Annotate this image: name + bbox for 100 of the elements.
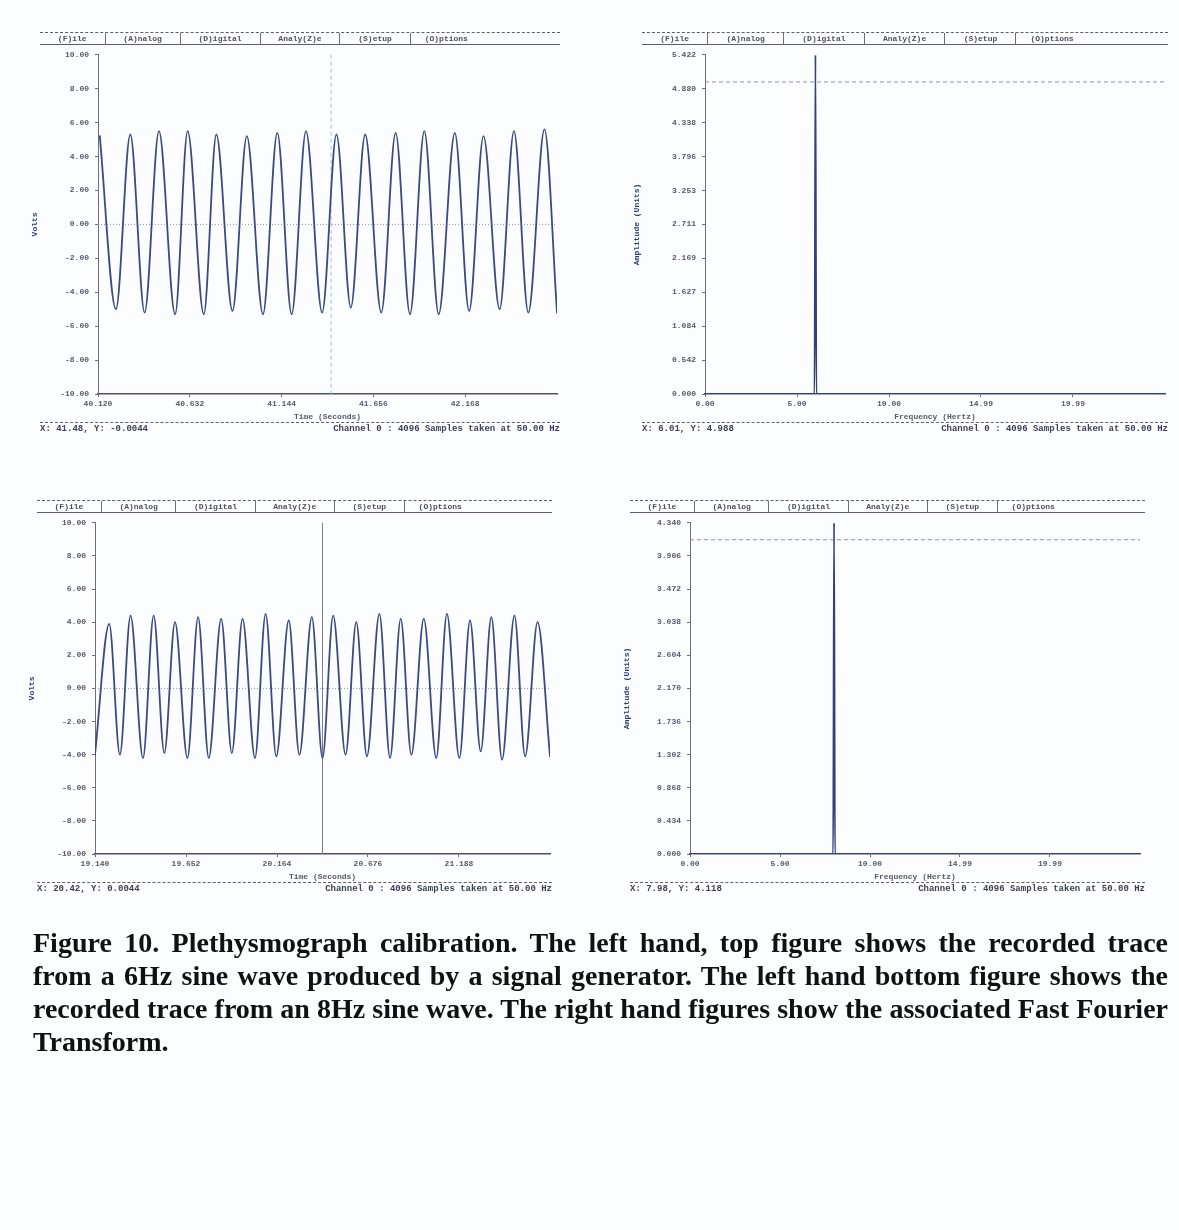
text: (F)ile (630, 501, 695, 512)
y-axis-title: Volts (26, 676, 36, 701)
y-tick-label: 4.880 (671, 83, 697, 93)
y-tick-label: 0.000 (671, 389, 697, 399)
y-tick-label: -6.00 (61, 782, 87, 792)
y-tick-label: 3.038 (656, 617, 682, 627)
text: (O)ptions (417, 501, 463, 512)
text: X: 7.98, Y: 4.118 (630, 883, 722, 895)
text: (A)nalog (105, 33, 181, 44)
y-tick-label: 4.338 (671, 117, 697, 127)
x-tick-label: 20.164 (262, 858, 292, 868)
y-axis-title: Amplitude (Units) (631, 183, 641, 266)
y-tick-label: 10.00 (64, 49, 90, 59)
y-tick-label: 1.302 (656, 749, 682, 759)
y-tick-label: 5.422 (671, 49, 697, 59)
y-tick-label: 2.169 (671, 253, 697, 263)
line-series (98, 128, 557, 316)
text: (O)ptions (1010, 501, 1056, 512)
x-tick-label: 19.140 (80, 858, 110, 868)
text: (A)nalog (694, 501, 770, 512)
y-tick-label: 0.00 (66, 683, 87, 693)
y-tick-label: 1.736 (656, 716, 682, 726)
y-tick-label: 1.084 (671, 321, 697, 331)
x-tick-label: 21.188 (444, 858, 474, 868)
text: X: 41.48, Y: -0.0044 (40, 423, 149, 435)
text: (S)etup (334, 501, 405, 512)
line-series (95, 612, 550, 761)
y-tick-label: -8.00 (64, 355, 90, 365)
x-axis-title: Frequency (Hertz) (874, 872, 956, 882)
x-tick-label: 40.120 (83, 398, 113, 408)
x-tick-label: 40.632 (175, 398, 205, 408)
y-tick-label: -4.00 (61, 749, 87, 759)
x-tick-label: 20.676 (353, 858, 383, 868)
y-axis-title: Amplitude (Units) (621, 647, 631, 730)
text: Analy(Z)e (848, 501, 928, 512)
x-tick-label: 19.99 (1060, 398, 1086, 408)
x-tick-label: 19.99 (1037, 858, 1063, 868)
text: (A)nalog (708, 33, 785, 44)
text: (O)ptions (1029, 33, 1075, 44)
text: (F)ile (40, 33, 106, 44)
x-tick-label: 10.00 (858, 858, 883, 868)
y-tick-label: 10.00 (61, 517, 87, 527)
y-tick-label: 2.00 (66, 650, 87, 660)
text: (S)etup (927, 501, 998, 512)
text: Analy(Z)e (255, 501, 335, 512)
text: Channel 0 : 4096 Samples taken at 50.00 Hz (333, 423, 560, 435)
y-tick-label: 0.434 (656, 815, 682, 825)
text: (F)ile (642, 33, 709, 44)
x-tick-label: 14.99 (947, 858, 973, 868)
x-axis-title: Time (Seconds) (293, 412, 362, 422)
text: Channel 0 : 4096 Samples taken at 50.00 Hz (918, 883, 1145, 895)
text: (D)igital (180, 33, 261, 44)
y-tick-label: -10.00 (57, 849, 87, 859)
text: (O)ptions (423, 33, 469, 44)
y-tick-label: 3.906 (656, 550, 682, 560)
x-axis-title: Time (Seconds) (288, 872, 357, 882)
y-tick-label: -2.00 (64, 253, 90, 263)
x-axis-title: Frequency (Hertz) (894, 412, 976, 422)
x-tick-label: 10.00 (877, 398, 902, 408)
x-tick-label: 19.652 (171, 858, 201, 868)
y-tick-label: 1.627 (671, 287, 697, 297)
text: (D)igital (176, 501, 256, 512)
y-tick-label: 4.00 (69, 151, 90, 161)
y-tick-label: -8.00 (61, 815, 87, 825)
text: (S)etup (340, 33, 411, 44)
y-tick-label: 4.00 (66, 617, 87, 627)
x-tick-label: 41.656 (358, 398, 388, 408)
y-tick-label: 8.00 (66, 550, 87, 560)
text: X: 6.01, Y: 4.988 (642, 423, 734, 435)
x-tick-label: 42.168 (450, 398, 480, 408)
y-tick-label: 0.00 (69, 219, 90, 229)
x-tick-label: 14.99 (968, 398, 994, 408)
text: Analy(Z)e (260, 33, 341, 44)
text: (D)igital (769, 501, 849, 512)
text: Channel 0 : 4096 Samples taken at 50.00 Hz (941, 423, 1168, 435)
y-tick-label: 0.868 (656, 782, 682, 792)
y-tick-label: 8.00 (69, 83, 90, 93)
y-tick-label: -10.00 (60, 389, 90, 399)
y-tick-label: 4.340 (656, 517, 682, 527)
y-tick-label: 0.542 (671, 355, 697, 365)
y-tick-label: 3.796 (671, 151, 697, 161)
text: X: 20.42, Y: 0.0044 (37, 883, 140, 895)
x-tick-label: 5.00 (770, 858, 790, 868)
y-tick-label: -6.00 (64, 321, 90, 331)
text: Analy(Z)e (864, 33, 946, 44)
y-tick-label: 2.170 (656, 683, 682, 693)
text: (D)igital (784, 33, 865, 44)
y-tick-label: 6.00 (66, 584, 87, 594)
text: Channel 0 : 4096 Samples taken at 50.00 Hz (325, 883, 552, 895)
y-axis-title: Volts (29, 212, 39, 237)
text: (S)etup (945, 33, 1017, 44)
x-tick-label: 0.00 (695, 398, 715, 408)
y-tick-label: -2.00 (61, 716, 87, 726)
y-tick-label: 2.604 (656, 650, 682, 660)
y-tick-label: 2.711 (671, 219, 697, 229)
y-tick-label: 3.472 (656, 584, 682, 594)
y-tick-label: 2.00 (69, 185, 90, 195)
y-tick-label: 3.253 (671, 185, 697, 195)
text: (F)ile (37, 501, 102, 512)
caption: Figure 10. Plethysmograph calibration. The left hand, top figure shows the recorded trace from a 6Hz sine wave produced by a signal generator. The left hand bottom figure shows the recorded trace from an 8Hz sine wave. The right hand figures show the associated Fast Fourier Transform. (33, 926, 1168, 1058)
